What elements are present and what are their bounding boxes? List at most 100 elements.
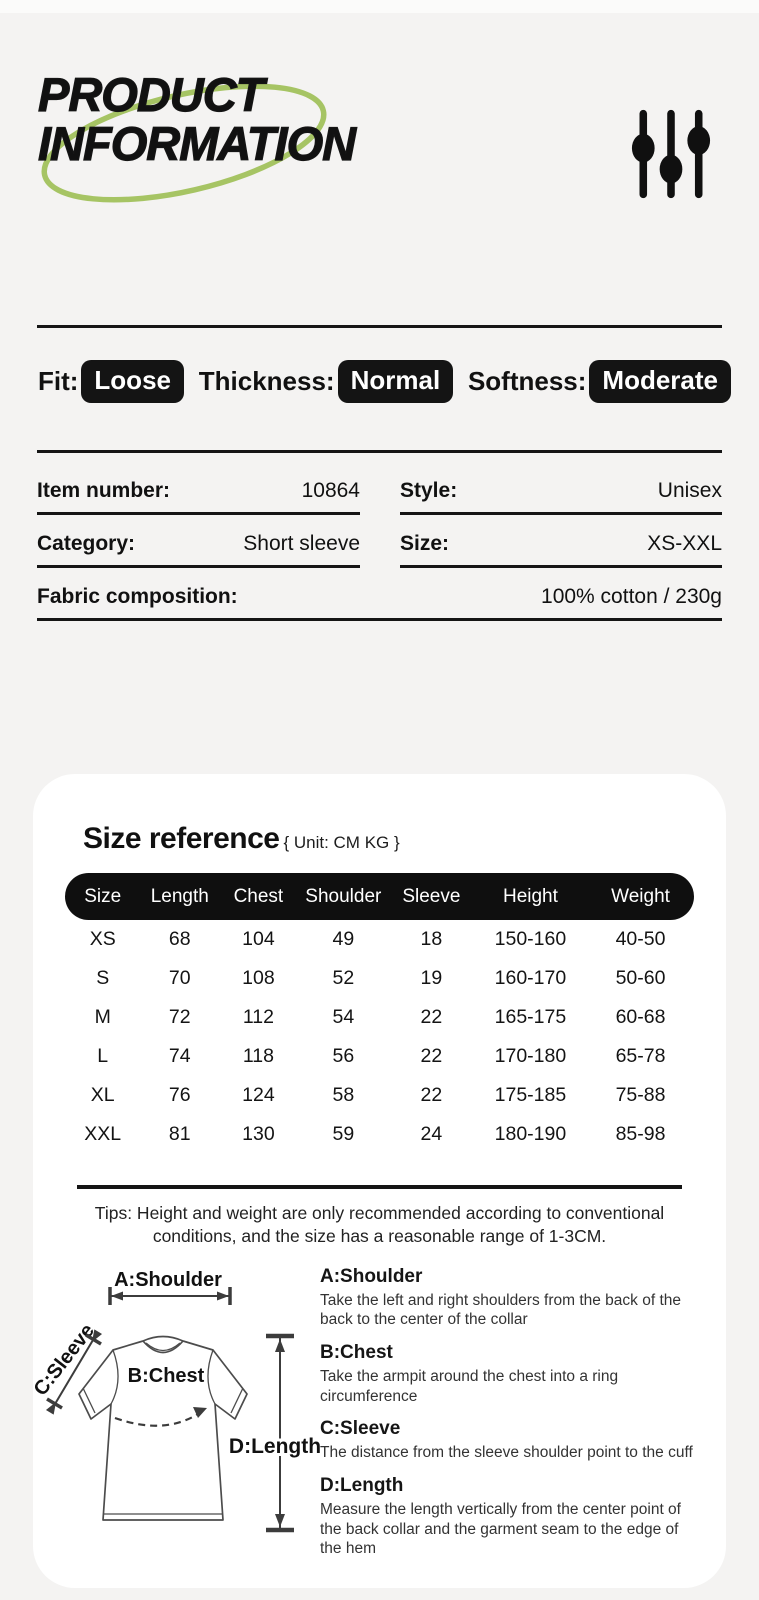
table-cell: 22 xyxy=(420,1006,443,1028)
unit-note: { Unit: CM KG } xyxy=(283,833,400,852)
detail-value: XS-XXL xyxy=(647,532,722,555)
measure-guide: A:Shoulder xyxy=(33,1256,726,1571)
table-cell: 49 xyxy=(332,928,355,950)
table-cell: 70 xyxy=(168,967,191,989)
attribute-softness: Softness: Moderate xyxy=(468,360,731,403)
detail-value: Unisex xyxy=(657,479,722,502)
table-cell: 18 xyxy=(420,928,443,950)
measure-item: C:Sleeve The distance from the sleeve sho… xyxy=(320,1418,700,1463)
table-row: S 70 108 52 19 160-170 50-60 xyxy=(65,959,694,998)
table-cell: 165-175 xyxy=(494,1006,567,1028)
shoulder-arrow-icon xyxy=(108,1286,232,1305)
table-cell: M xyxy=(94,1006,111,1028)
detail-size: Size: XS-XXL xyxy=(400,532,722,568)
size-table: Size Length Chest Shoulder Sleeve Height Weigh… xyxy=(65,873,694,1154)
attribute-label: Thickness: xyxy=(198,366,335,396)
table-cell: 108 xyxy=(242,967,275,989)
header: PRODUCT INFORMATION xyxy=(0,13,759,325)
table-cell: 160-170 xyxy=(494,967,567,989)
table-column-header: Chest xyxy=(219,873,298,920)
table-column-header: Sleeve xyxy=(388,873,474,920)
size-table-head: Size Length Chest Shoulder Sleeve Height Weigh… xyxy=(65,873,694,920)
details-grid: Item number: 10864 Style: Unisex Categor… xyxy=(37,479,722,638)
diagram-sleeve-label: C:Sleeve xyxy=(33,1319,99,1399)
table-cell: XXL xyxy=(84,1123,122,1145)
detail-value: 10864 xyxy=(301,479,360,502)
table-cell: 65-78 xyxy=(615,1045,666,1067)
table-cell: 118 xyxy=(242,1045,274,1067)
measure-item: B:Chest Take the armpit around the chest … xyxy=(320,1342,700,1406)
top-strip xyxy=(0,0,759,13)
table-row: XXL 81 130 59 24 180-190 85-98 xyxy=(65,1115,694,1154)
details-section: Item number: 10864 Style: Unisex Categor… xyxy=(0,453,759,638)
table-cell: 180-190 xyxy=(494,1123,567,1145)
page-title-line2: INFORMATION xyxy=(37,116,356,170)
detail-label: Size: xyxy=(400,532,450,555)
table-cell: 58 xyxy=(332,1084,355,1106)
attribute-badge: Moderate xyxy=(589,360,731,403)
sleeve-arrow-icon xyxy=(45,1328,103,1415)
size-reference-header: Size reference { Unit: CM KG } xyxy=(33,822,726,856)
detail-category: Category: Short sleeve xyxy=(37,532,360,568)
table-cell: XL xyxy=(90,1084,115,1106)
detail-style: Style: Unisex xyxy=(400,479,722,515)
measure-item: D:Length Measure the length vertically fr… xyxy=(320,1475,700,1559)
attribute-badge: Loose xyxy=(81,360,184,403)
size-reference-title: Size reference xyxy=(83,822,280,855)
table-row: M 72 112 54 22 165-175 60-68 xyxy=(65,998,694,1037)
measure-item-title: C:Sleeve xyxy=(320,1418,401,1440)
tshirt-diagram: A:Shoulder xyxy=(33,1269,320,1532)
highlight-ellipse-icon xyxy=(41,83,327,203)
attribute-label: Softness: xyxy=(467,366,587,396)
measure-item: A:Shoulder Take the left and right should… xyxy=(320,1266,700,1330)
diagram-length-label: D:Length xyxy=(229,1435,320,1458)
detail-fabric-composition: Fabric composition: 100% cotton / 230g xyxy=(37,585,722,621)
page-title: PRODUCT INFORMATION xyxy=(37,69,518,170)
table-row: XL 76 124 58 22 175-185 75-88 xyxy=(65,1076,694,1115)
attribute-fit: Fit: Loose xyxy=(38,360,184,403)
title-block: PRODUCT INFORMATION xyxy=(37,69,518,203)
table-cell: 24 xyxy=(420,1123,443,1145)
table-cell: 56 xyxy=(332,1045,355,1067)
sliders-icon xyxy=(631,109,711,199)
table-cell: 112 xyxy=(242,1006,274,1028)
table-cell: L xyxy=(97,1045,109,1067)
table-cell: 150-160 xyxy=(494,928,567,950)
detail-item-number: Item number: 10864 xyxy=(37,479,360,515)
table-row: L 74 118 56 22 170-180 65-78 xyxy=(65,1037,694,1076)
table-cell: 52 xyxy=(332,967,355,989)
table-cell: S xyxy=(96,967,110,989)
table-cell: 85-98 xyxy=(615,1123,666,1145)
table-column-header: Height xyxy=(473,873,588,920)
detail-label: Style: xyxy=(400,479,458,502)
table-cell: 76 xyxy=(168,1084,191,1106)
attribute-label: Fit: xyxy=(38,366,79,396)
table-cell: 170-180 xyxy=(494,1045,567,1067)
measure-item-desc: The distance from the sleeve shoulder po… xyxy=(320,1444,693,1462)
table-cell: 22 xyxy=(420,1084,443,1106)
table-cell: 54 xyxy=(332,1006,355,1028)
table-cell: 81 xyxy=(168,1123,191,1145)
table-column-header: Size xyxy=(65,873,141,920)
size-table-body: XS 68 104 49 18 150-160 40-50 S 70 108 52 19 160-170… xyxy=(65,920,694,1154)
divider xyxy=(37,450,722,453)
size-reference-card: Size reference { Unit: CM KG } Size Lengt… xyxy=(33,774,726,1588)
measure-item-desc: Take the left and right shoulders from t… xyxy=(320,1291,682,1329)
diagram-shoulder-label: A:Shoulder xyxy=(114,1269,222,1291)
detail-label: Fabric composition: xyxy=(37,585,238,608)
table-cell: 72 xyxy=(168,1006,191,1028)
table-cell: 74 xyxy=(168,1045,191,1067)
table-cell: 50-60 xyxy=(615,967,666,989)
measure-item-title: B:Chest xyxy=(320,1341,393,1363)
table-cell: 75-88 xyxy=(615,1084,666,1106)
table-cell: 22 xyxy=(420,1045,443,1067)
table-cell: XS xyxy=(89,928,116,950)
table-cell: 130 xyxy=(242,1123,275,1145)
table-row: XS 68 104 49 18 150-160 40-50 xyxy=(65,920,694,959)
measure-item-desc: Measure the length vertically from the c… xyxy=(320,1500,681,1558)
measure-item-title: A:Shoulder xyxy=(320,1265,423,1287)
table-cell: 40-50 xyxy=(615,928,666,950)
measure-item-desc: Take the armpit around the chest into a … xyxy=(320,1367,619,1405)
table-cell: 60-68 xyxy=(615,1006,666,1028)
